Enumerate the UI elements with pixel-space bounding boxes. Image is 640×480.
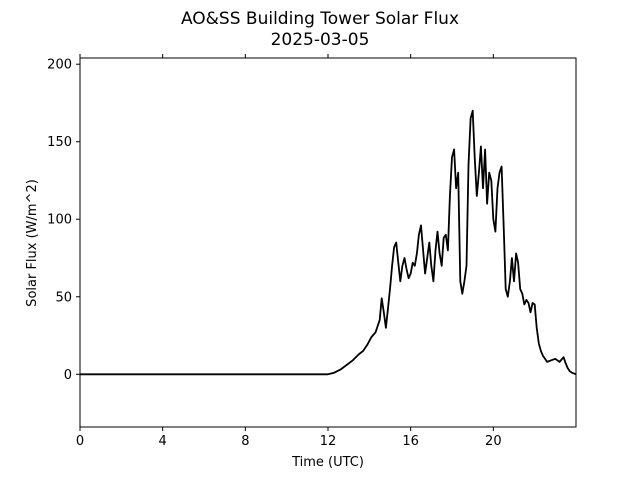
x-tick-label: 16 (402, 434, 419, 449)
x-tick-label: 4 (159, 434, 167, 449)
solar-flux-series-line (80, 109, 577, 376)
y-axis-label: Solar Flux (W/m^2) (25, 179, 40, 307)
x-tick-label: 8 (241, 434, 249, 449)
chart-title: AO&SS Building Tower Solar Flux (181, 9, 459, 29)
x-tick-label: 0 (76, 434, 84, 449)
y-tick-label: 150 (47, 135, 72, 150)
x-tick-label: 12 (320, 434, 337, 449)
x-axis-ticks: 0 4 8 12 16 20 (76, 54, 502, 449)
y-tick-label: 0 (64, 368, 72, 383)
y-tick-label: 100 (47, 213, 72, 228)
x-tick-label: 20 (485, 434, 502, 449)
y-tick-label: 200 (47, 58, 72, 73)
x-axis-label: Time (UTC) (291, 455, 364, 470)
y-tick-label: 50 (55, 290, 72, 305)
chart-subtitle: 2025-03-05 (271, 30, 370, 50)
y-axis-ticks: 0 50 100 150 200 (47, 58, 80, 383)
